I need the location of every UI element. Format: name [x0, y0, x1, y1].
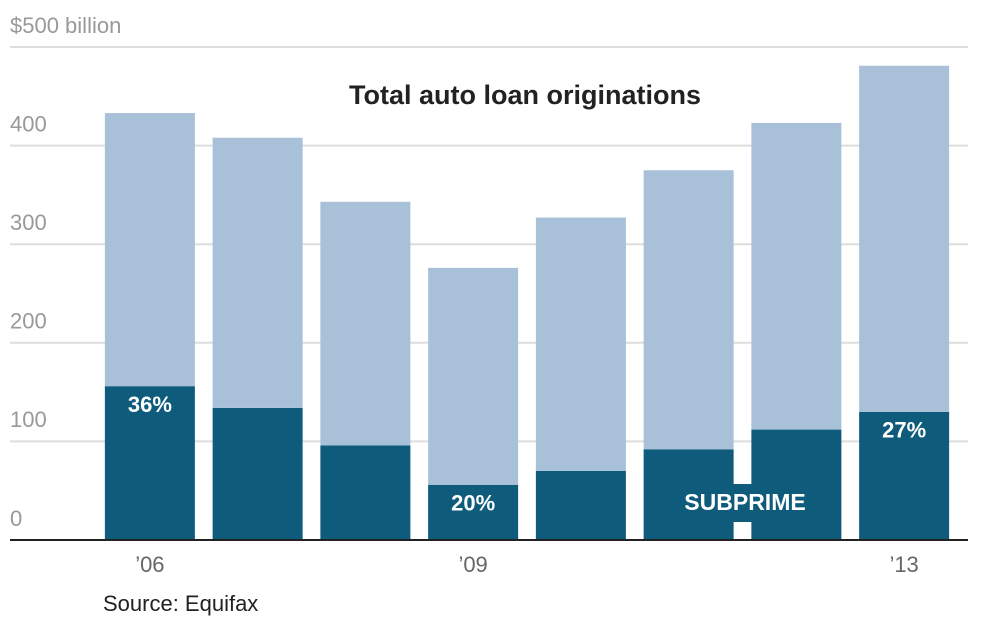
bar-segment: [320, 445, 411, 540]
bar-segment: [104, 386, 195, 540]
x-tick-label: ’06: [135, 552, 164, 577]
bar-segment: [643, 170, 734, 450]
x-tick-label: ’13: [889, 552, 918, 577]
series-label-bg: [667, 484, 823, 522]
bar-segment: [320, 201, 411, 446]
bar-segment: [535, 217, 626, 471]
y-tick-label: 400: [10, 111, 47, 136]
y-tick-label: 300: [10, 210, 47, 235]
y-tick-label: 0: [10, 506, 22, 531]
bar-segment: [859, 65, 950, 412]
bar-segment: [428, 484, 519, 540]
source: Source: Equifax: [103, 591, 258, 616]
x-tick-label: ’09: [458, 552, 487, 577]
y-tick-label: 200: [10, 309, 47, 334]
share-label: 27%: [882, 418, 926, 443]
share-label: 20%: [451, 491, 495, 516]
y-tick-label: 100: [10, 407, 47, 432]
bar-segment: [212, 407, 303, 540]
bar-segment: [428, 267, 519, 485]
y-tick-label: $500 billion: [10, 13, 121, 38]
bar-segment: [751, 122, 842, 430]
bar-segment: [212, 137, 303, 408]
share-label: 36%: [128, 392, 172, 417]
bar-segment: [104, 113, 195, 387]
bar-segment: [859, 411, 950, 540]
bar-segment: [535, 470, 626, 540]
chart-title: Total auto loan originations: [349, 80, 701, 110]
series-label: SUBPRIME: [684, 489, 805, 515]
